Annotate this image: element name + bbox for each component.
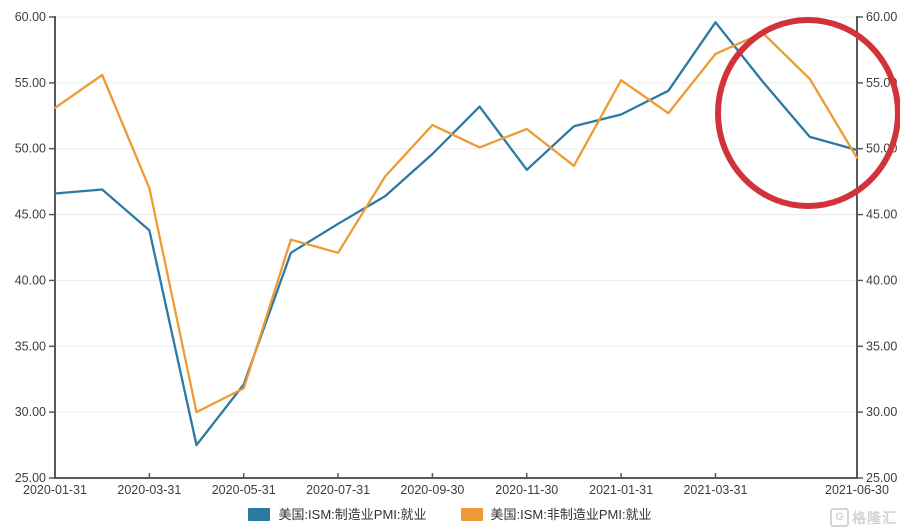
y-axis-label-left: 25.00	[15, 471, 46, 485]
x-axis-label: 2020-01-31	[23, 483, 87, 497]
legend-item-1: 美国:ISM:非制造业PMI:就业	[460, 506, 652, 522]
y-axis-label-left: 35.00	[15, 339, 46, 353]
x-axis-label: 2021-01-31	[589, 483, 653, 497]
gelonghui-logo-icon: G	[830, 508, 849, 527]
y-axis-label-right: 35.00	[866, 339, 897, 353]
watermark-text: 格隆汇	[852, 509, 897, 526]
y-axis-label-left: 40.00	[15, 273, 46, 287]
y-axis-label-left: 50.00	[15, 142, 46, 156]
y-axis-label-left: 55.00	[15, 76, 46, 90]
series-line-1	[53, 31, 859, 414]
x-axis-label: 2020-07-31	[306, 483, 370, 497]
x-axis-label: 2021-03-31	[683, 483, 747, 497]
x-axis-label: 2021-06-30	[825, 483, 889, 497]
y-axis-label-right: 30.00	[866, 405, 897, 419]
chart-legend: 美国:ISM:制造业PMI:就业 美国:ISM:非制造业PMI:就业	[0, 502, 900, 526]
y-axis-label-left: 30.00	[15, 405, 46, 419]
legend-swatch-icon	[248, 507, 271, 521]
series-line-0	[53, 21, 859, 447]
highlight-circle	[715, 17, 900, 209]
y-axis-label-right: 60.00	[866, 10, 897, 24]
y-axis-label-left: 60.00	[15, 10, 46, 24]
y-axis-label-right: 25.00	[866, 471, 897, 485]
legend-item-0: 美国:ISM:制造业PMI:就业	[248, 506, 427, 522]
x-axis-label: 2020-03-31	[117, 483, 181, 497]
x-axis-label: 2020-05-31	[212, 483, 276, 497]
line-chart: 25.00 25.00 30.00 30.00 35.00 35.00 40.00 40.00…	[15, 10, 900, 497]
y-axis-label-right: 40.00	[866, 273, 897, 287]
legend-label: 美国:ISM:制造业PMI:就业	[278, 506, 427, 522]
watermark: G 格隆汇	[830, 508, 897, 527]
x-axis-label: 2020-11-30	[495, 483, 558, 497]
y-axis-label-left: 45.00	[15, 208, 46, 222]
legend-swatch-icon	[460, 507, 483, 521]
legend-label: 美国:ISM:非制造业PMI:就业	[490, 506, 652, 522]
x-axis-label: 2020-09-30	[400, 483, 464, 497]
y-axis-label-right: 45.00	[866, 208, 897, 222]
